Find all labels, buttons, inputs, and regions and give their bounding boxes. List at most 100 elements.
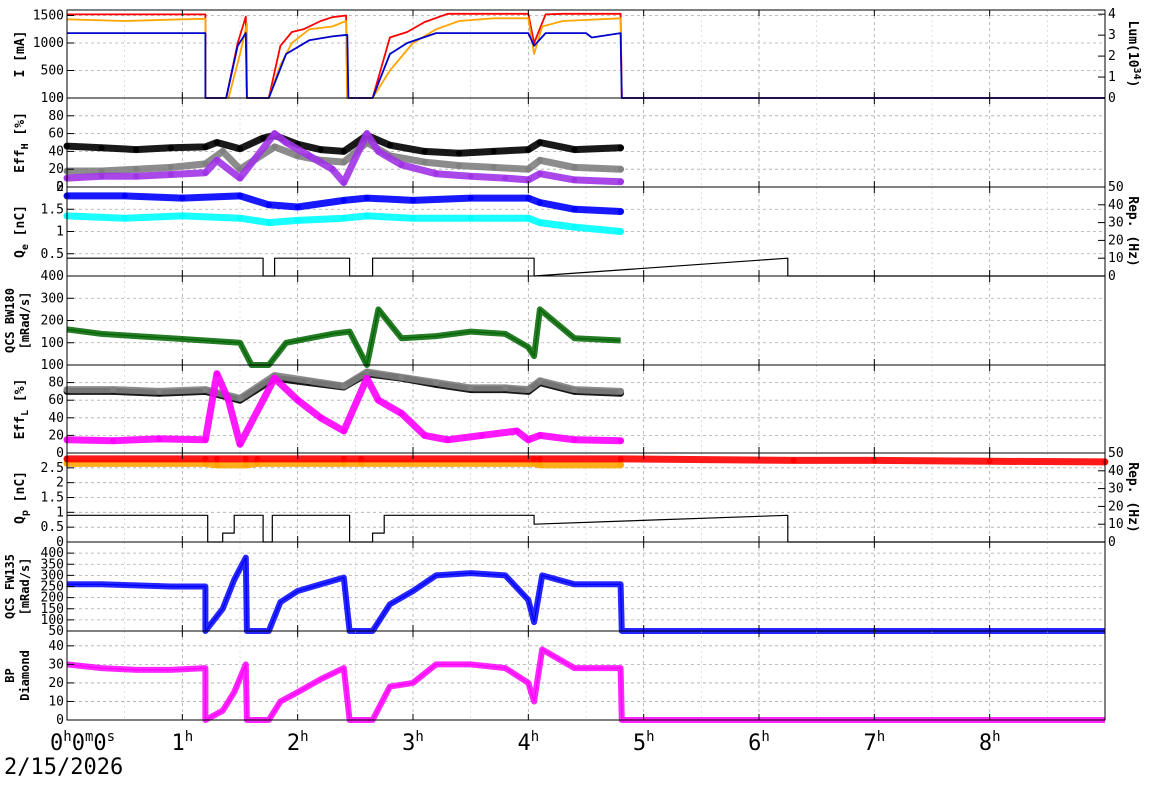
y-right-tick-label: 20 — [1108, 233, 1124, 248]
data-point — [340, 383, 347, 390]
data-point — [456, 162, 463, 169]
data-point — [525, 195, 532, 202]
data-point — [536, 157, 543, 164]
data-point — [536, 199, 543, 206]
x-tick-label: 1h — [171, 729, 193, 756]
data-point — [536, 432, 543, 439]
data-point — [398, 161, 405, 168]
data-point — [398, 374, 405, 381]
x-tick-label: 8h — [979, 729, 1001, 756]
data-point — [525, 215, 532, 222]
y-right-tick-label: 10 — [1108, 251, 1124, 266]
series-0-core — [66, 308, 621, 367]
data-point — [340, 455, 347, 462]
data-point — [490, 164, 497, 171]
series-0-core — [67, 557, 1105, 633]
data-point — [242, 461, 249, 468]
data-point — [121, 215, 128, 222]
series-2-band — [63, 370, 625, 448]
y-right-tick-label: 40 — [1108, 464, 1124, 479]
y-tick-label: 250 — [41, 580, 64, 595]
data-point — [617, 388, 624, 395]
data-point — [242, 455, 249, 462]
data-point — [306, 377, 313, 384]
y-axis-title: Qe [nC] — [13, 205, 31, 258]
data-point — [490, 148, 497, 155]
y-tick-label: 80 — [48, 109, 64, 124]
data-point — [237, 175, 243, 182]
y-right-axis-title: Rep. (Hz) — [1125, 196, 1140, 266]
y-tick-label: 0.5 — [41, 520, 64, 535]
y-tick-label: 80 — [48, 376, 64, 391]
data-point — [410, 197, 416, 204]
data-point — [98, 173, 105, 180]
data-point — [421, 432, 428, 439]
data-point — [340, 215, 347, 222]
y-tick-label: 100 — [41, 358, 64, 373]
data-point — [617, 208, 624, 215]
data-point — [617, 178, 624, 185]
y-right-tick-label: 50 — [1108, 180, 1124, 195]
data-point — [167, 144, 174, 151]
y-tick-label: 20 — [48, 676, 64, 691]
series-1-band — [63, 139, 625, 175]
y-right-tick-label: 3 — [1108, 28, 1116, 43]
y-tick-label: 20 — [48, 162, 64, 177]
y-right-tick-label: 30 — [1108, 216, 1124, 231]
y-tick-label: 40 — [48, 639, 64, 654]
data-point — [525, 176, 532, 183]
y-tick-label: 100 — [41, 613, 64, 628]
data-point — [358, 455, 365, 462]
data-point — [271, 130, 278, 137]
data-point — [110, 386, 117, 393]
data-point — [617, 228, 624, 235]
y-axis-title: BP — [3, 668, 17, 682]
y-tick-label: 2.5 — [41, 461, 64, 476]
y-tick-label: 0.5 — [41, 247, 64, 262]
data-point — [525, 146, 532, 153]
data-point — [467, 384, 474, 391]
data-point — [571, 164, 578, 171]
y-tick-label: 150 — [41, 602, 64, 617]
data-point — [260, 135, 267, 142]
data-point — [617, 461, 624, 468]
series-1-band — [63, 455, 1109, 466]
x-tick-label: 3h — [402, 729, 424, 756]
data-point — [536, 377, 543, 384]
data-point — [179, 195, 186, 202]
data-point — [283, 139, 290, 146]
y-axis-title-line2: [mRad/s] — [18, 558, 32, 616]
y-tick-label: 1500 — [33, 9, 64, 24]
data-point — [156, 435, 163, 442]
data-point — [571, 224, 578, 231]
y-right-tick-label: 0 — [1108, 91, 1116, 106]
data-point — [617, 437, 624, 444]
data-point — [502, 384, 509, 391]
y-right-tick-label: 20 — [1108, 499, 1124, 514]
data-point — [98, 167, 105, 174]
data-point — [433, 379, 440, 386]
data-point — [871, 457, 878, 464]
data-point — [525, 386, 532, 393]
y-tick-label: 100 — [41, 91, 64, 106]
y-right-tick-label: 40 — [1108, 198, 1124, 213]
y-tick-label: 40 — [48, 144, 64, 159]
y-tick-label: 40 — [48, 411, 64, 426]
data-point — [421, 159, 428, 166]
data-point — [179, 212, 186, 219]
y-right-tick-label: 50 — [1108, 446, 1124, 461]
data-point — [340, 428, 347, 434]
data-point — [502, 175, 509, 182]
y-tick-label: 200 — [41, 591, 64, 606]
y-tick-label: 300 — [41, 568, 64, 583]
series-2-line — [67, 514, 1105, 543]
panel-eff-ler: 0 20 40 60 80 100 EffL [%] — [13, 358, 1106, 461]
y-axis-title-line2: [mRad/s] — [18, 292, 32, 350]
data-point — [219, 148, 226, 155]
data-point — [790, 457, 797, 464]
data-point — [317, 146, 324, 153]
